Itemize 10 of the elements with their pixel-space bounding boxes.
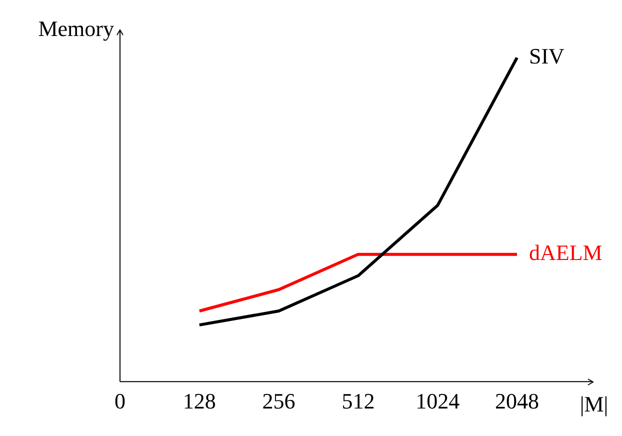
series-label: dAELM: [529, 240, 602, 266]
x-tick-label: 2048: [495, 388, 539, 414]
y-axis-title: Memory: [38, 16, 114, 41]
x-tick-label: 512: [342, 388, 375, 414]
x-tick-label: 1024: [416, 388, 460, 414]
x-tick-label: 256: [262, 388, 296, 414]
x-tick-label: 0: [114, 388, 126, 414]
series-label: SIV: [529, 44, 565, 68]
x-tick-label: 128: [182, 388, 216, 414]
x-axis-title: |M|: [580, 391, 608, 416]
